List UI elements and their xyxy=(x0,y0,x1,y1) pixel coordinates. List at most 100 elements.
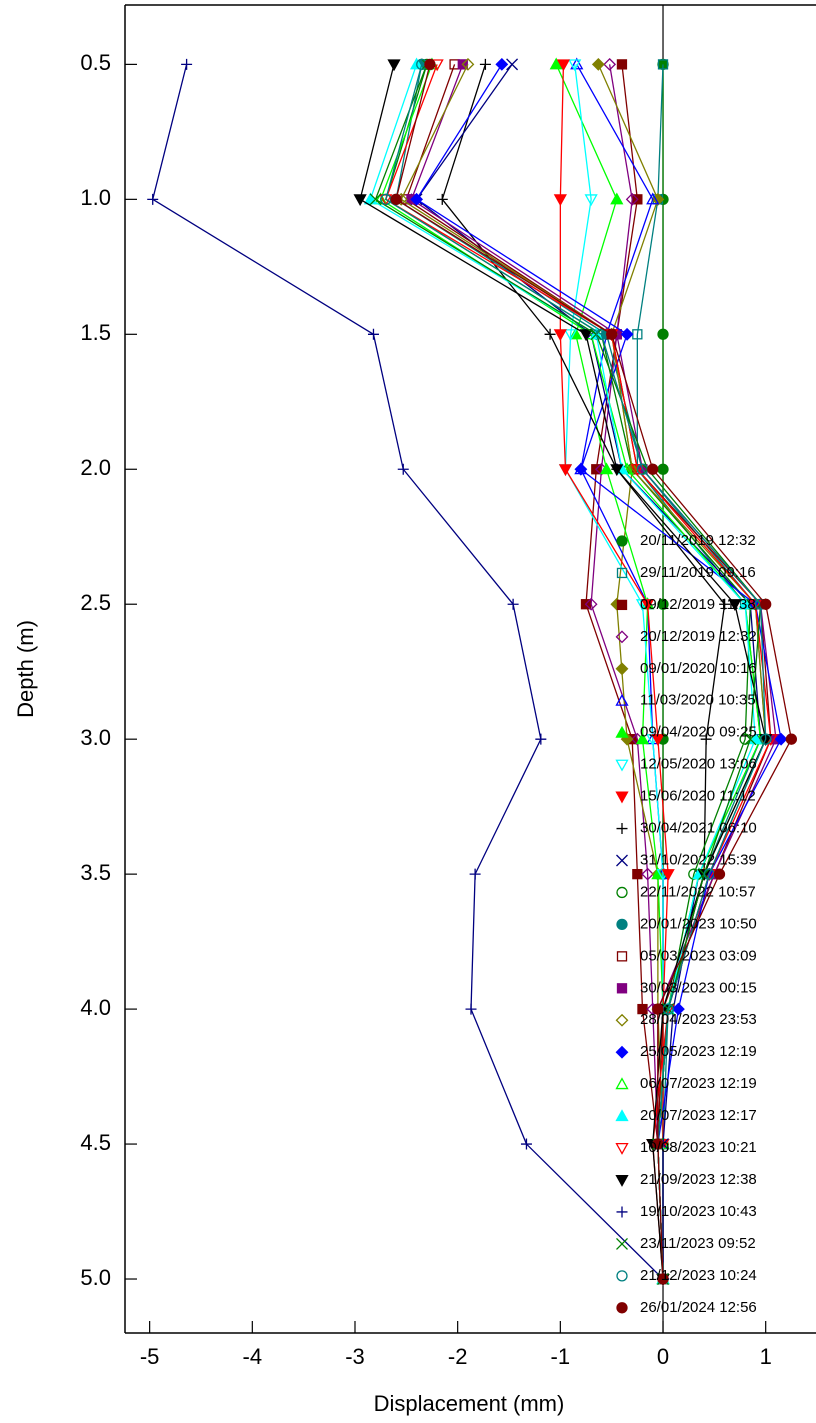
marker xyxy=(553,329,567,342)
legend-marker xyxy=(615,759,629,772)
legend-marker xyxy=(615,791,629,804)
series xyxy=(390,58,798,1285)
legend-marker xyxy=(615,662,629,676)
legend-label: 09/04/2020 09:25 xyxy=(640,724,757,741)
legend-marker xyxy=(616,918,628,931)
series xyxy=(147,58,669,1285)
y-tick-label: 1.0 xyxy=(80,185,111,210)
marker xyxy=(495,57,509,71)
legend-label: 29/11/2019 09:16 xyxy=(640,564,756,581)
marker xyxy=(657,1273,669,1285)
marker xyxy=(410,192,424,206)
marker xyxy=(646,192,660,205)
marker xyxy=(568,59,582,72)
marker xyxy=(671,1002,685,1016)
legend-label: 06/07/2023 12:19 xyxy=(640,1075,757,1092)
marker xyxy=(785,733,798,745)
series-line xyxy=(395,64,793,1280)
legend-label: 23/11/2023 09:52 xyxy=(640,1235,756,1252)
legend-marker xyxy=(615,1174,629,1187)
marker xyxy=(553,194,567,207)
marker xyxy=(556,59,571,72)
marker xyxy=(584,194,598,207)
legend-marker xyxy=(615,1143,629,1155)
x-tick-label: -3 xyxy=(345,1344,365,1369)
marker xyxy=(558,464,573,477)
marker xyxy=(469,868,481,880)
legend-marker xyxy=(616,886,628,899)
y-tick-label: 0.5 xyxy=(80,50,111,75)
marker xyxy=(738,597,752,610)
legend-marker xyxy=(616,951,628,962)
legend-label: 12/05/2020 13:06 xyxy=(640,756,757,773)
marker xyxy=(564,329,578,342)
marker xyxy=(713,868,726,880)
legend-marker xyxy=(616,535,628,547)
legend-label: 26/01/2024 12:56 xyxy=(640,1299,757,1316)
legend-marker xyxy=(616,854,628,867)
legend-marker xyxy=(615,693,629,706)
legend-marker xyxy=(616,823,628,835)
marker xyxy=(506,58,519,71)
series-line xyxy=(590,64,664,1280)
legend-label: 20/11/2019 12:32 xyxy=(640,532,756,549)
legend-label: 20/01/2023 10:50 xyxy=(640,915,757,932)
marker xyxy=(657,598,669,610)
marker xyxy=(652,1138,664,1150)
marker xyxy=(181,58,193,70)
marker xyxy=(661,869,675,881)
legend-marker xyxy=(616,983,628,994)
marker xyxy=(520,1138,532,1150)
marker xyxy=(353,194,367,207)
marker xyxy=(579,329,593,342)
marker xyxy=(635,732,650,745)
marker xyxy=(387,59,401,72)
legend-label: 28/04/2023 23:53 xyxy=(640,1011,757,1028)
legend-label: 30/03/2023 00:15 xyxy=(640,979,757,996)
legend-marker xyxy=(615,630,629,644)
y-tick-label: 3.0 xyxy=(80,725,111,750)
marker xyxy=(535,733,547,745)
marker xyxy=(603,57,617,71)
legend-label: 21/12/2023 10:24 xyxy=(640,1267,757,1284)
legend-marker xyxy=(615,725,629,738)
y-tick-label: 3.5 xyxy=(80,860,111,885)
marker xyxy=(544,328,556,340)
marker xyxy=(367,328,379,340)
marker xyxy=(610,192,624,205)
x-tick-label: -4 xyxy=(243,1344,263,1369)
marker xyxy=(369,193,382,206)
marker xyxy=(647,463,659,475)
y-tick-label: 2.0 xyxy=(80,455,111,480)
marker xyxy=(465,1003,477,1015)
marker xyxy=(760,733,772,745)
marker xyxy=(774,732,788,746)
marker xyxy=(507,598,519,610)
y-axis-title: Depth (m) xyxy=(13,620,38,718)
legend-label: 20/07/2023 12:17 xyxy=(640,1107,757,1124)
marker xyxy=(599,462,614,475)
legend-label: 25/05/2023 12:19 xyxy=(640,1043,757,1060)
series-line xyxy=(151,64,664,1280)
legend-marker xyxy=(616,1302,628,1314)
marker xyxy=(549,57,563,70)
marker xyxy=(641,867,655,881)
marker xyxy=(436,193,448,205)
legend-marker xyxy=(616,1237,628,1250)
marker xyxy=(657,463,669,475)
legend-marker xyxy=(615,1077,629,1090)
marker xyxy=(728,599,742,612)
legend-marker xyxy=(615,1045,629,1059)
x-tick-label: -5 xyxy=(140,1344,160,1369)
marker xyxy=(632,868,643,880)
marker xyxy=(641,599,655,612)
marker xyxy=(744,733,757,746)
marker xyxy=(479,58,491,70)
series-line xyxy=(585,64,664,1280)
x-axis-title: Displacement (mm) xyxy=(374,1391,565,1416)
legend-label: 19/10/2023 10:43 xyxy=(640,1203,757,1220)
marker xyxy=(610,464,624,477)
marker xyxy=(570,57,584,70)
marker xyxy=(606,328,618,340)
legend-label: 05/03/2023 03:09 xyxy=(640,947,757,964)
